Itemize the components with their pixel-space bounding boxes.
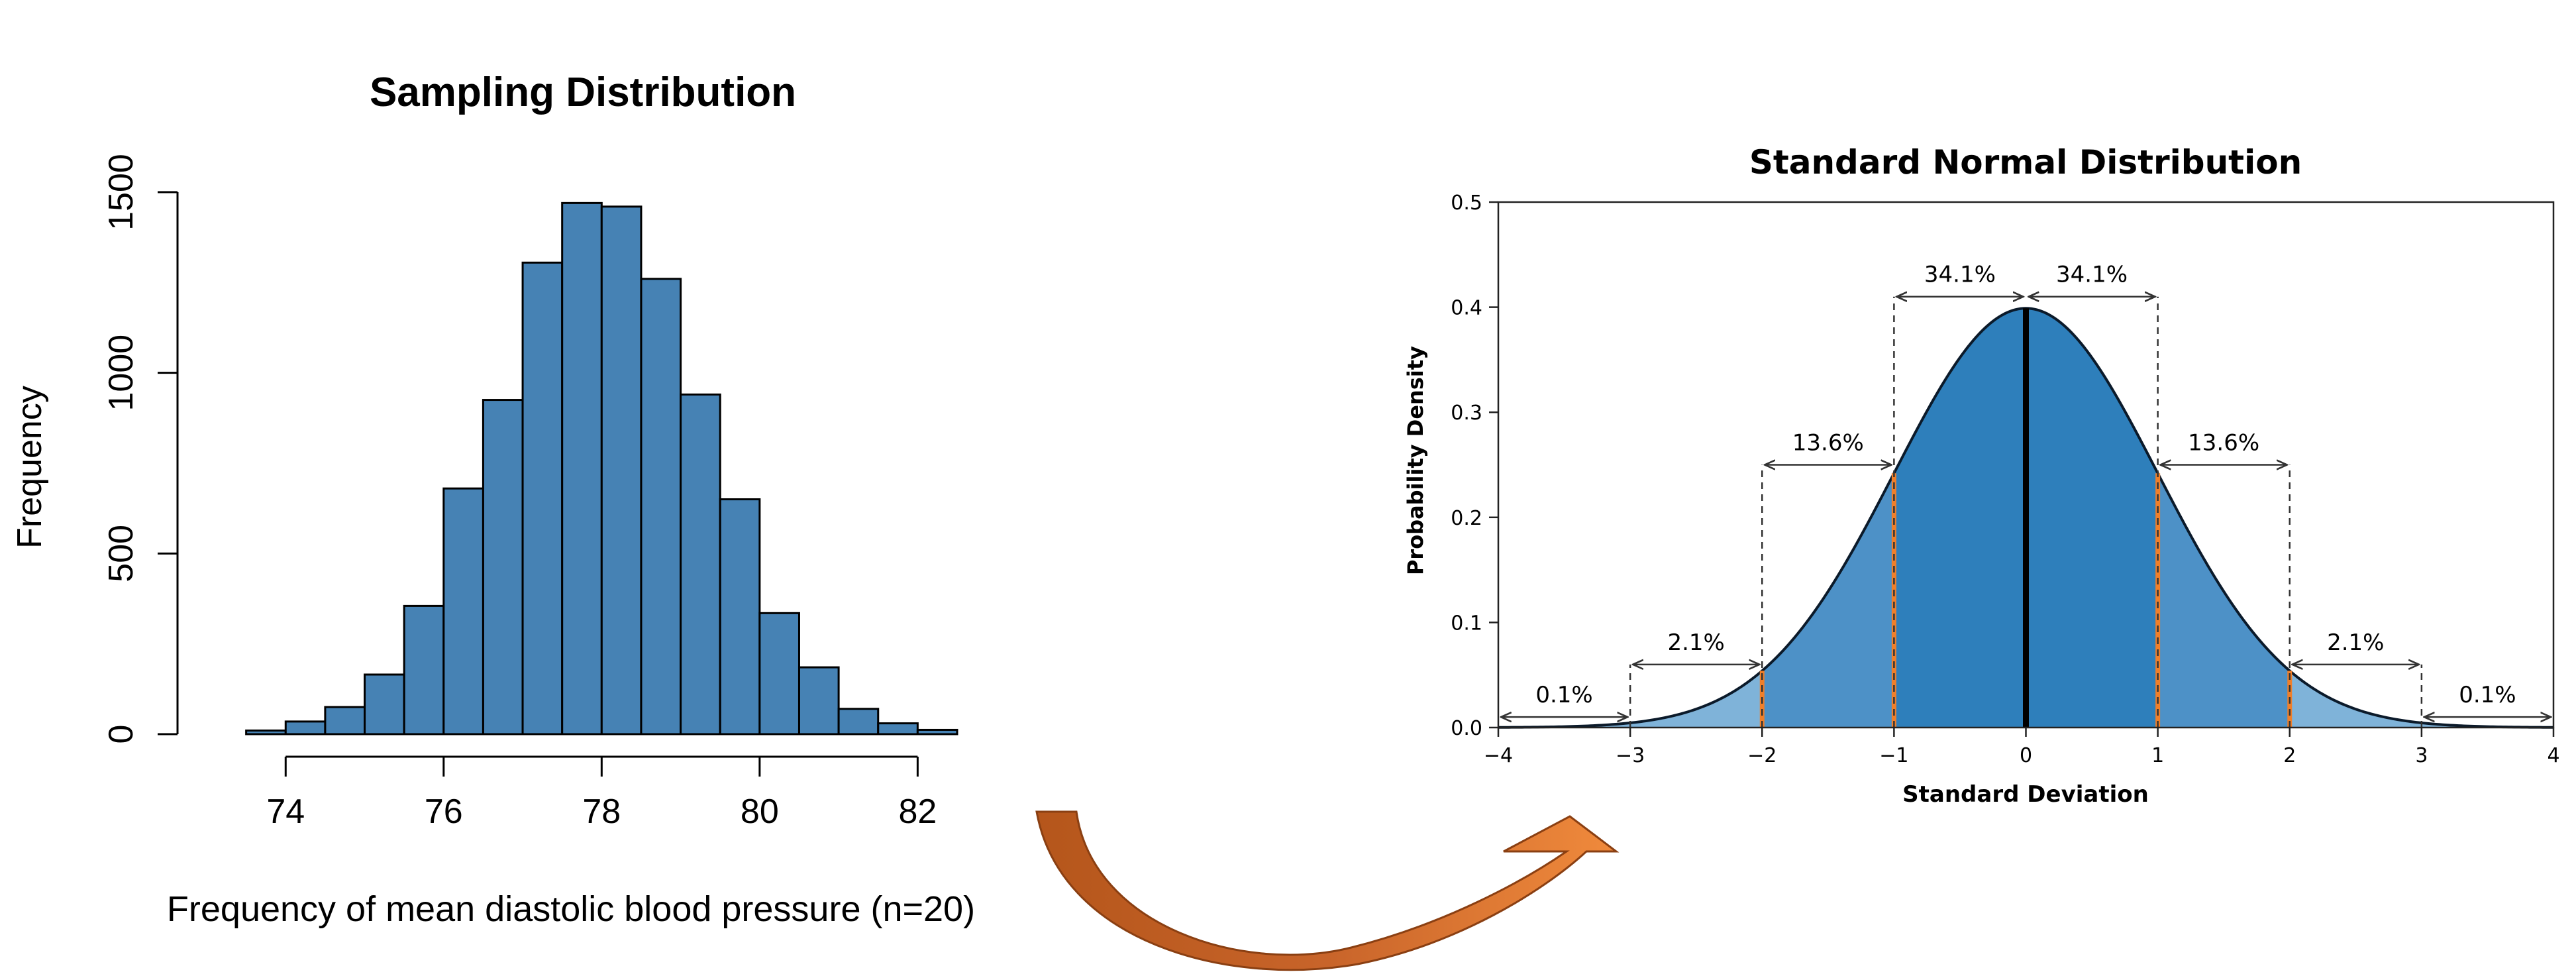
norm-y-tick-label: 0.2 bbox=[1451, 507, 1482, 530]
hist-bar bbox=[521, 261, 564, 735]
hist-y-axis: 0 500 1000 1500 bbox=[102, 154, 179, 744]
norm-title: Standard Normal Distribution bbox=[1749, 143, 2302, 182]
norm-x-tick-label: −2 bbox=[1747, 744, 1777, 767]
hist-bar bbox=[798, 666, 840, 735]
norm-x-tick-label: −1 bbox=[1879, 744, 1908, 767]
norm-interval-label: 13.6% bbox=[1792, 430, 1864, 457]
norm-interval-label: 0.1% bbox=[2459, 682, 2516, 708]
hist-y-axis-label: Frequency bbox=[11, 386, 49, 549]
norm-x-tick-label: 2 bbox=[2283, 744, 2296, 767]
hist-bar bbox=[482, 399, 524, 735]
norm-interval-label: 0.1% bbox=[1535, 682, 1592, 708]
hist-y-tick-label: 1500 bbox=[102, 154, 140, 231]
hist-bar bbox=[600, 205, 643, 735]
hist-x-axis: 74 76 78 80 82 bbox=[266, 755, 937, 831]
hist-x-tick-label: 74 bbox=[266, 792, 305, 831]
hist-bar bbox=[680, 393, 721, 735]
hist-y-tick-label: 500 bbox=[102, 525, 140, 582]
hist-x-tick-label: 82 bbox=[898, 792, 937, 831]
hist-bar bbox=[837, 708, 880, 735]
norm-x-tick-label: 1 bbox=[2151, 744, 2164, 767]
hist-bar bbox=[561, 201, 603, 735]
norm-x-tick-label: −3 bbox=[1616, 744, 1645, 767]
norm-interval-label: 2.1% bbox=[1667, 629, 1724, 656]
norm-interval-label: 13.6% bbox=[2188, 430, 2259, 457]
sampling-distribution-histogram: Sampling Distribution Frequency Frequenc… bbox=[11, 70, 975, 929]
norm-y-tick-label: 0.4 bbox=[1451, 297, 1482, 320]
standard-normal-chart: Standard Normal Distribution Probability… bbox=[1403, 143, 2560, 808]
hist-bars bbox=[245, 201, 958, 735]
norm-y-tick-label: 0.0 bbox=[1451, 717, 1482, 740]
hist-bar bbox=[403, 604, 445, 735]
norm-x-tick-label: 4 bbox=[2547, 744, 2559, 767]
hist-x-tick-label: 76 bbox=[425, 792, 463, 831]
hist-bar bbox=[877, 722, 919, 735]
hist-bar bbox=[245, 730, 287, 735]
hist-bar bbox=[640, 278, 682, 735]
norm-interval-label: 2.1% bbox=[2327, 629, 2384, 656]
norm-x-tick-label: 0 bbox=[2020, 744, 2032, 767]
norm-area-segment bbox=[2289, 671, 2553, 728]
norm-axes: 0.0 0.1 0.2 0.3 0.4 0.5 −4 −3 −2 −1 0 1 2 3 4 bbox=[1451, 191, 2559, 767]
norm-area-segment bbox=[1498, 671, 1763, 728]
hist-bar bbox=[442, 487, 484, 735]
norm-y-tick-label: 0.5 bbox=[1451, 191, 1482, 215]
hist-bar bbox=[719, 498, 761, 735]
hist-x-tick-label: 78 bbox=[582, 792, 621, 831]
hist-x-tick-label: 80 bbox=[741, 792, 779, 831]
norm-interval-label: 34.1% bbox=[1924, 262, 1996, 288]
hist-y-tick-label: 1000 bbox=[102, 335, 140, 411]
hist-bar bbox=[758, 612, 800, 735]
norm-x-tick-label: −4 bbox=[1484, 744, 1513, 767]
norm-y-tick-label: 0.3 bbox=[1451, 402, 1482, 425]
norm-y-tick-label: 0.1 bbox=[1451, 612, 1482, 635]
norm-x-axis-label: Standard Deviation bbox=[1902, 781, 2149, 808]
transform-arrow-icon bbox=[1035, 810, 1620, 971]
norm-interval-label: 34.1% bbox=[2056, 262, 2128, 288]
hist-bar bbox=[324, 706, 366, 735]
hist-bar bbox=[916, 728, 958, 735]
hist-bar bbox=[284, 720, 327, 735]
norm-x-tick-label: 3 bbox=[2415, 744, 2428, 767]
hist-title: Sampling Distribution bbox=[370, 70, 796, 115]
hist-y-tick-label: 0 bbox=[102, 725, 140, 744]
hist-x-axis-label: Frequency of mean diastolic blood pressu… bbox=[167, 889, 975, 929]
hist-bar bbox=[364, 673, 405, 735]
norm-y-axis-label: Probability Density bbox=[1403, 346, 1428, 575]
norm-annotations: 0.1% 2.1% 13.6% 34.1% 34.1% 13.6% 2.1% 0.1% bbox=[1501, 262, 2551, 728]
